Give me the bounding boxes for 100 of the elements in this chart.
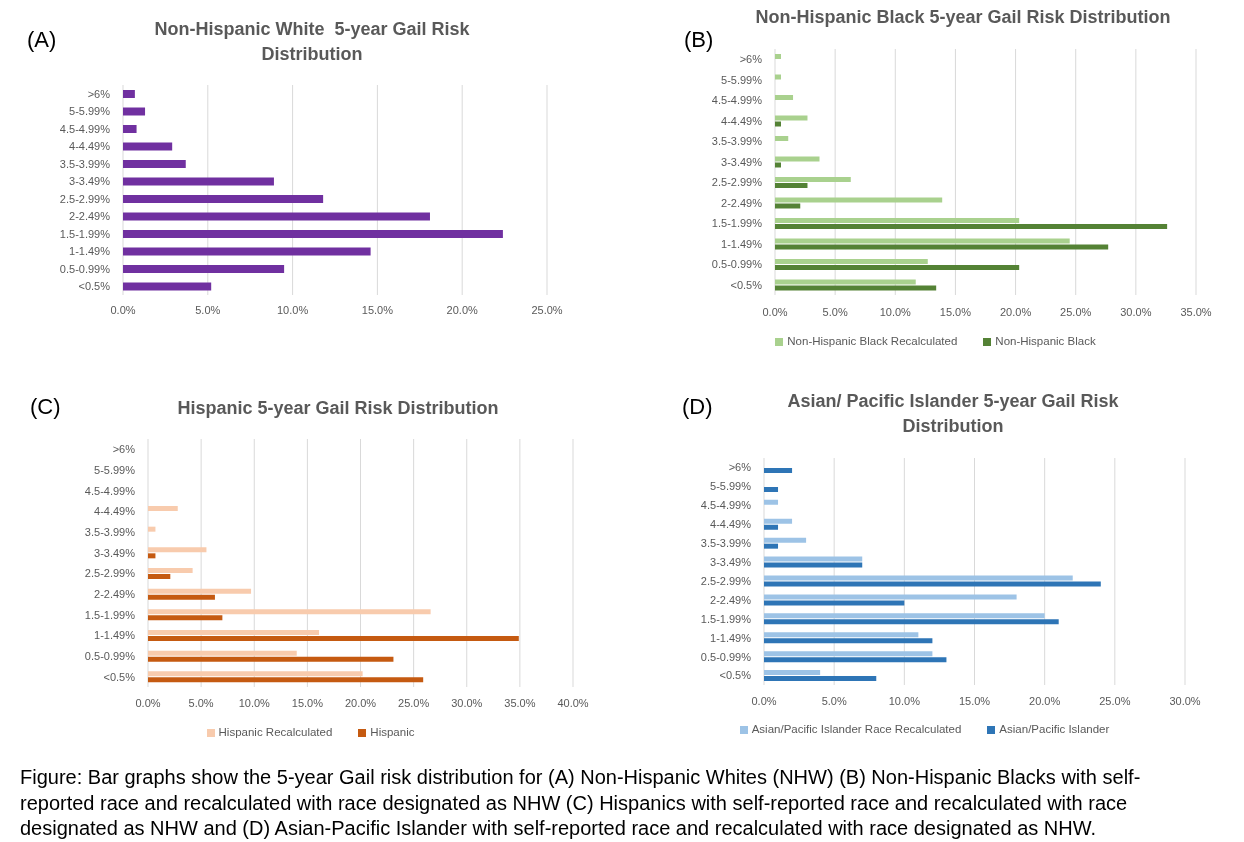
x-tick-label: 20.0% [446, 303, 479, 316]
x-tick-label: 30.0% [451, 696, 483, 709]
y-tick-label: 2.5-2.99% [711, 176, 763, 189]
y-tick-label: 2-2.49% [69, 210, 111, 223]
legend-label: Hispanic Recalculated [218, 726, 333, 738]
bar [775, 238, 1070, 244]
bar [148, 615, 223, 621]
y-tick-label: 4.5-4.99% [84, 484, 136, 497]
bar [148, 526, 156, 532]
x-tick-label: 25.0% [398, 696, 430, 709]
legend-label: Non-Hispanic Black [995, 335, 1096, 347]
bar [123, 247, 371, 256]
bar [775, 54, 782, 59]
bar [148, 553, 156, 559]
y-tick-label: 1-1.49% [710, 631, 752, 644]
y-tick-label: 1.5-1.99% [84, 608, 136, 621]
x-tick-label: 10.0% [277, 303, 309, 316]
y-tick-label: 3-3.49% [710, 555, 752, 568]
bar [123, 142, 173, 151]
x-tick-label: 15.0% [958, 694, 991, 707]
x-tick-label: 30.0% [1120, 305, 1152, 318]
bar [148, 594, 215, 600]
y-tick-label: 1.5-1.99% [700, 612, 752, 625]
legend-label: Asian/Pacific Islander [999, 723, 1110, 735]
chart-title: Asian/ Pacific Islander 5-year Gail Risk Distribution [786, 390, 1120, 438]
y-tick-label: 2-2.49% [710, 593, 752, 606]
bar [123, 160, 186, 168]
bar [775, 265, 1020, 270]
bar [764, 619, 1059, 625]
y-tick-label: 3.5-3.99% [711, 135, 763, 148]
bar [764, 638, 933, 644]
y-tick-label: 4.5-4.99% [700, 499, 752, 512]
bar [148, 547, 207, 553]
chart-title: Non-Hispanic White 5-year Gail Risk Distribution [153, 18, 471, 66]
y-tick-label: >6% [112, 443, 136, 456]
bar [123, 107, 146, 116]
y-tick-label: 2.5-2.99% [700, 574, 752, 587]
bar [123, 125, 137, 133]
bar [764, 651, 933, 657]
x-tick-label: 0.0% [135, 696, 161, 709]
bar [775, 121, 782, 127]
bar [148, 636, 519, 641]
bar [148, 609, 431, 615]
bar [775, 136, 789, 141]
y-tick-label: 2-2.49% [94, 587, 136, 600]
bar [764, 543, 779, 549]
x-tick-label: 15.0% [291, 696, 324, 709]
chart-title: Non-Hispanic Black 5-year Gail Risk Distribution [754, 6, 1172, 29]
y-tick-label: 5-5.99% [69, 105, 111, 118]
bar [148, 630, 320, 635]
bar [764, 676, 877, 682]
x-tick-label: 20.0% [344, 696, 377, 709]
y-tick-label: 4.5-4.99% [711, 94, 763, 107]
y-tick-label: 0.5-0.99% [711, 258, 763, 271]
y-tick-label: 5-5.99% [721, 73, 763, 86]
x-tick-label: 25.0% [531, 303, 563, 316]
bar [775, 95, 794, 100]
bar [148, 650, 297, 656]
y-tick-label: >6% [87, 87, 111, 100]
y-tick-label: 3.5-3.99% [700, 537, 752, 550]
bar [148, 568, 193, 573]
x-tick-label: 20.0% [1029, 694, 1061, 707]
x-tick-label: 25.0% [1099, 694, 1131, 707]
legend-label: Non-Hispanic Black Recalculated [787, 335, 958, 347]
bar [775, 162, 782, 168]
bar [764, 486, 779, 492]
x-tick-label: 35.0% [504, 696, 536, 709]
bar [764, 524, 779, 530]
bar [775, 279, 916, 285]
bar [123, 195, 324, 203]
bar [123, 230, 503, 238]
y-tick-label: <0.5% [730, 278, 763, 291]
x-tick-label: 0.0% [762, 305, 788, 318]
bar [775, 244, 1109, 250]
bar [764, 556, 863, 562]
y-tick-label: 4-4.49% [69, 140, 111, 153]
y-tick-label: 4.5-4.99% [59, 122, 111, 135]
y-tick-label: 0.5-0.99% [84, 649, 136, 662]
bar [764, 600, 905, 606]
y-tick-label: 1-1.49% [69, 245, 111, 258]
y-tick-label: <0.5% [719, 669, 752, 682]
y-tick-label: 4-4.49% [94, 505, 136, 518]
x-tick-label: 25.0% [1060, 305, 1092, 318]
y-tick-label: 4-4.49% [710, 518, 752, 531]
bar [148, 677, 424, 683]
bar [123, 265, 285, 273]
bar [148, 656, 394, 662]
x-tick-label: 5.0% [195, 303, 221, 316]
y-tick-label: 3-3.49% [94, 546, 136, 559]
y-tick-label: 1-1.49% [94, 629, 136, 642]
y-tick-label: 4-4.49% [721, 114, 763, 127]
y-tick-label: 2-2.49% [721, 196, 763, 209]
bar [764, 537, 807, 543]
bar [775, 218, 1020, 223]
y-tick-label: 3.5-3.99% [84, 525, 136, 538]
y-tick-label: 0.5-0.99% [700, 650, 752, 663]
y-tick-label: 5-5.99% [94, 463, 136, 476]
text: (B) [684, 27, 714, 53]
bar [775, 74, 782, 80]
y-tick-label: 5-5.99% [710, 480, 752, 493]
